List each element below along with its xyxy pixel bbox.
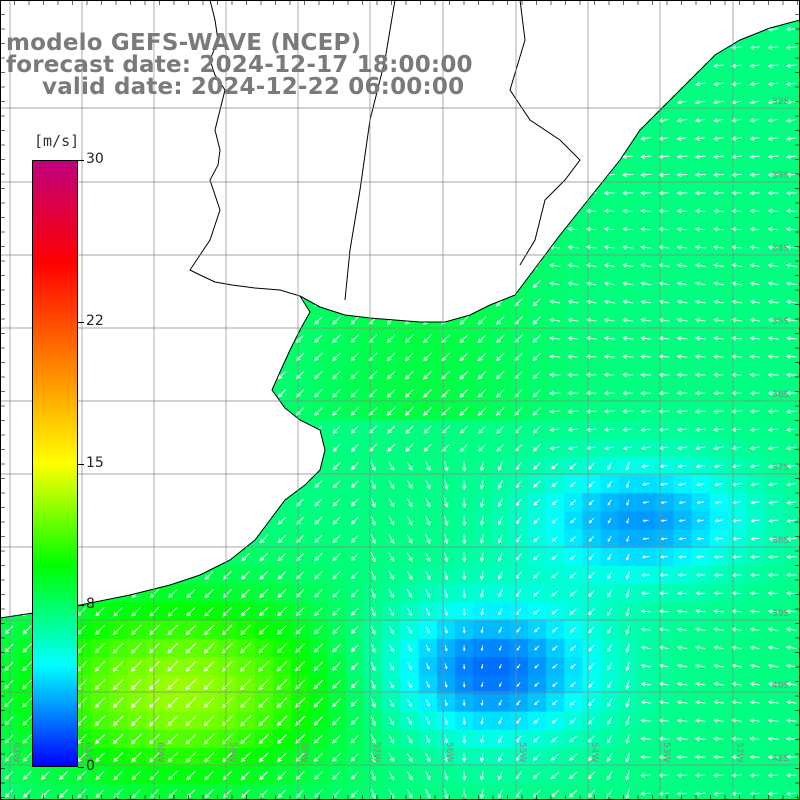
latitude-label: 35S [772,317,789,327]
latitude-label: 39S [772,609,789,619]
colorbar-tick-label: 15 [86,454,104,471]
colorbar-tick [78,767,84,768]
longitude-label: 55W [517,742,527,762]
wind-speed-cell [637,784,656,800]
colorbar-tick-label: 0 [86,758,95,774]
wind-speed-cell [509,784,529,800]
colorbar-tick-label: 22 [86,312,104,329]
longitude-label: 58W [299,742,309,762]
wind-speed-cell [109,784,128,800]
wind-speed-cell [691,784,711,800]
colorbar-tick [78,463,84,465]
colorbar-tick-label: 30 [86,151,104,167]
wind-speed-cell [746,784,765,800]
wind-speed-cell [273,784,292,800]
longitude-label: 54W [589,742,599,762]
latitude-label: 33S [772,171,789,181]
longitude-label: 62W [11,742,21,762]
wind-speed-cell [145,784,165,800]
wind-speed-cell [327,784,347,800]
wind-speed-cell [218,784,238,800]
longitude-label: 59W [227,742,237,762]
latitude-label: 36S [772,390,789,400]
wind-speed-cell [182,784,201,800]
latitude-label: 37S [772,463,789,473]
wind-speed-cell [291,784,310,800]
wind-speed-cell [709,784,729,800]
latitude-label: 41S [772,754,789,764]
longitude-label: 52W [734,742,744,762]
latitude-label: 40S [772,681,789,691]
longitude-label: 60W [155,742,165,762]
wind-speed-cell [18,784,37,800]
colorbar-tick-label: 8 [86,596,95,613]
wind-speed-cell [655,784,674,800]
wind-speed-cell [364,784,383,800]
wind-speed-cell [36,784,56,800]
longitude-label: 56W [444,742,454,762]
wind-speed-cell [728,784,747,800]
valid-date: valid date: 2024-12-22 06:00:00 [42,74,465,100]
wind-speed-cell [91,784,110,800]
colorbar-tick [78,321,84,323]
longitude-label: 57W [371,742,381,762]
longitude-label: 53W [661,742,671,762]
wind-speed-cell [600,784,620,800]
colorbar-units: [m/s] [34,132,80,150]
wind-speed-cell [764,784,784,800]
wind-speed-cell [345,784,365,800]
latitude-label: 34S [772,244,789,254]
wind-speed-cell [673,784,693,800]
wind-speed-cell [163,784,183,800]
wind-speed-cell [254,784,274,800]
colorbar [32,160,78,767]
wind-speed-cell [54,784,74,800]
wind-speed-cell [418,784,438,800]
colorbar-tick [78,160,84,161]
wind-speed-cell [527,784,547,800]
wind-speed-cell [546,784,565,800]
colorbar-tick [78,605,84,607]
wind-speed-cell [400,784,420,800]
latitude-label: 38S [772,536,789,546]
latitude-label: 32S [772,97,789,107]
wind-speed-cell [236,784,256,800]
wind-speed-cell [582,784,602,800]
